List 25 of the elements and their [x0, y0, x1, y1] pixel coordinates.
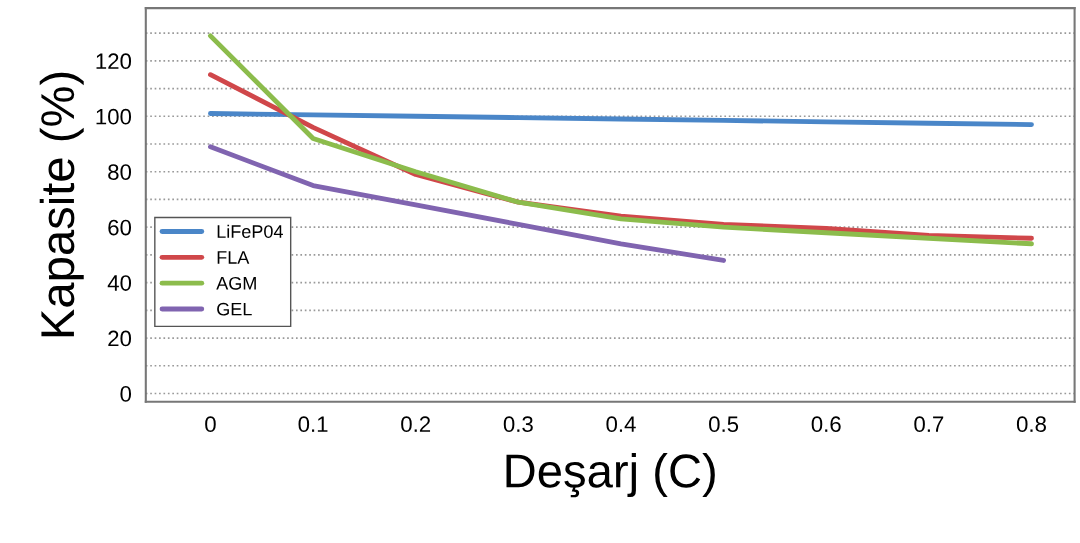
- legend-label: LiFeP04: [217, 224, 283, 238]
- x-tick-label: 0.4: [606, 416, 636, 433]
- x-tick-label: 0.8: [1016, 416, 1046, 433]
- x-tick-label: 0.1: [298, 416, 328, 433]
- x-tick-label: 0.5: [709, 416, 739, 433]
- legend-label: FLA: [217, 251, 250, 264]
- y-tick-label: 120: [96, 53, 132, 70]
- legend-label: AGM: [216, 276, 256, 290]
- y-tick-label: 80: [108, 164, 132, 180]
- y-tick-label: 60: [108, 219, 132, 236]
- x-tick-label: 0: [205, 416, 216, 433]
- line-series: [208, 144, 727, 263]
- x-tick-label: 0.2: [401, 416, 431, 433]
- y-tick-label: 40: [107, 275, 132, 291]
- x-tick-label: 0.6: [811, 416, 841, 433]
- y-tick-label: 20: [108, 330, 132, 347]
- x-tick-label: 0.7: [914, 416, 944, 433]
- x-tick-label: 0.3: [503, 416, 533, 433]
- line-series: [208, 111, 1034, 128]
- y-tick-label: 0: [120, 386, 132, 402]
- line-series: [208, 33, 1034, 247]
- x-axis-title: Deşarj (C): [506, 453, 715, 498]
- y-axis-title: Kapasite (%): [39, 72, 84, 337]
- legend-label: GEL: [217, 302, 252, 316]
- y-tick-label: 100: [96, 108, 132, 125]
